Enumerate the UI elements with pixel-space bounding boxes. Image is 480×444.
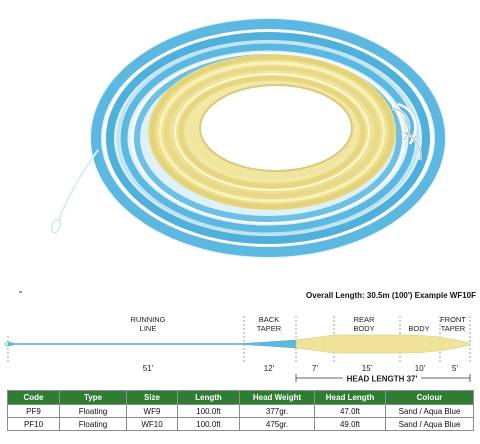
header-head-weight: Head Weight xyxy=(239,390,315,405)
cell-head-weight: 475gr. xyxy=(239,417,315,431)
rear-taper-length: 7' xyxy=(312,364,318,373)
header-size: Size xyxy=(126,390,178,405)
back-taper-label-2: TAPER xyxy=(257,324,282,333)
table-row: PF9 Floating WF9 100.0ft 377gr. 47.0ft S… xyxy=(7,404,474,418)
head-profile xyxy=(295,334,471,354)
taper-profile-diagram: RUNNING LINE BACK TAPER REAR BODY BODY F… xyxy=(4,291,471,384)
cell-size: WF10 xyxy=(126,417,178,431)
overall-length-caption: Overall Length: 30.5m (100') Example WF1… xyxy=(306,291,476,300)
front-taper-length: 5' xyxy=(452,364,458,373)
cell-head-weight: 377gr. xyxy=(239,404,315,418)
header-code: Code xyxy=(7,390,60,405)
tag-loop xyxy=(4,341,12,347)
body-length: 10' xyxy=(415,364,426,373)
running-line-label-1: RUNNING xyxy=(131,315,166,324)
back-taper-length: 12' xyxy=(264,364,275,373)
header-type: Type xyxy=(59,390,127,405)
header-colour: Colour xyxy=(385,390,474,405)
running-line-length: 51' xyxy=(143,364,154,373)
front-taper-label-1: FRONT xyxy=(440,315,466,324)
cell-code: PF9 xyxy=(7,404,60,418)
front-taper-label-2: TAPER xyxy=(441,324,466,333)
cell-type: Floating xyxy=(59,417,127,431)
cell-head-length: 47.0ft xyxy=(314,404,386,418)
cell-length: 100.0ft xyxy=(177,404,240,418)
table-row: PF10 Floating WF10 100.0ft 475gr. 49.0ft… xyxy=(7,417,474,431)
rear-body-length: 15' xyxy=(362,364,373,373)
rear-body-label-2: BODY xyxy=(353,324,374,333)
cell-head-length: 49.0ft xyxy=(314,417,386,431)
spec-table: Code Type Size Length Head Weight Head L… xyxy=(7,390,474,431)
rear-body-label-1: REAR xyxy=(354,315,375,324)
table-header-row: Code Type Size Length Head Weight Head L… xyxy=(7,390,474,405)
cell-size: WF9 xyxy=(126,404,178,418)
running-line-label-2: LINE xyxy=(140,324,157,333)
body-label: BODY xyxy=(408,324,429,333)
cell-colour: Sand / Aqua Blue xyxy=(385,417,474,431)
cell-code: PF10 xyxy=(7,417,60,431)
cell-type: Floating xyxy=(59,404,127,418)
section-dividers xyxy=(7,316,471,362)
cell-length: 100.0ft xyxy=(177,417,240,431)
header-length: Length xyxy=(177,390,240,405)
fly-line-coil-image xyxy=(50,18,446,258)
cell-colour: Sand / Aqua Blue xyxy=(385,404,474,418)
header-head-length: Head Length xyxy=(314,390,386,405)
head-length-label: HEAD LENGTH 37' xyxy=(347,375,418,384)
running-line-profile xyxy=(7,339,297,349)
back-taper-label-1: BACK xyxy=(259,315,279,324)
